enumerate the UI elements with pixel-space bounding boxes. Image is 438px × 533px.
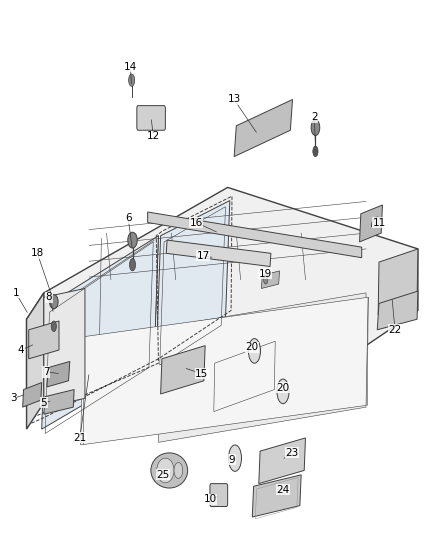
Polygon shape (27, 293, 44, 429)
Polygon shape (23, 383, 42, 407)
Polygon shape (148, 212, 362, 258)
Polygon shape (261, 271, 279, 288)
Text: 8: 8 (46, 292, 53, 302)
Circle shape (248, 338, 261, 363)
Text: 19: 19 (259, 269, 272, 279)
Ellipse shape (174, 463, 183, 478)
Circle shape (130, 259, 135, 271)
Polygon shape (29, 321, 59, 359)
Text: 6: 6 (125, 213, 131, 223)
Ellipse shape (157, 458, 174, 483)
Circle shape (313, 146, 318, 157)
Text: 4: 4 (18, 345, 24, 355)
Text: 12: 12 (147, 132, 160, 141)
Text: 23: 23 (285, 448, 298, 458)
Text: 3: 3 (10, 393, 17, 403)
Text: 24: 24 (276, 485, 290, 495)
Text: 25: 25 (156, 470, 170, 480)
Circle shape (277, 379, 289, 403)
Text: 20: 20 (276, 383, 290, 393)
Polygon shape (159, 293, 366, 442)
Text: 11: 11 (372, 217, 385, 228)
Circle shape (51, 321, 57, 332)
Circle shape (229, 445, 241, 471)
Text: 5: 5 (41, 398, 47, 408)
Polygon shape (377, 291, 418, 330)
Text: 7: 7 (43, 367, 49, 377)
Text: 20: 20 (245, 342, 258, 352)
FancyBboxPatch shape (137, 106, 166, 130)
Text: 13: 13 (227, 94, 241, 104)
Circle shape (129, 74, 134, 86)
Polygon shape (234, 100, 293, 157)
Text: 21: 21 (73, 433, 86, 443)
Text: 15: 15 (195, 369, 208, 379)
Polygon shape (81, 297, 368, 445)
Ellipse shape (49, 295, 58, 309)
Polygon shape (44, 288, 85, 407)
FancyBboxPatch shape (210, 483, 228, 506)
Polygon shape (47, 361, 70, 387)
Polygon shape (252, 475, 301, 517)
Text: 22: 22 (389, 325, 402, 335)
Text: 10: 10 (204, 495, 217, 504)
Text: 18: 18 (31, 248, 44, 259)
Text: 16: 16 (190, 217, 203, 228)
Ellipse shape (151, 453, 187, 488)
Ellipse shape (311, 120, 320, 135)
Ellipse shape (128, 232, 137, 248)
Polygon shape (360, 205, 382, 242)
Text: 14: 14 (124, 62, 137, 72)
Polygon shape (44, 390, 74, 414)
Text: 9: 9 (229, 455, 235, 465)
Polygon shape (259, 438, 305, 483)
Polygon shape (166, 240, 271, 266)
Polygon shape (156, 200, 230, 359)
Text: 2: 2 (311, 112, 318, 122)
Text: 1: 1 (12, 288, 19, 298)
Polygon shape (161, 345, 205, 394)
Polygon shape (27, 188, 418, 407)
Circle shape (264, 275, 268, 284)
Polygon shape (42, 236, 159, 429)
Text: 17: 17 (196, 251, 210, 261)
Polygon shape (378, 249, 418, 315)
